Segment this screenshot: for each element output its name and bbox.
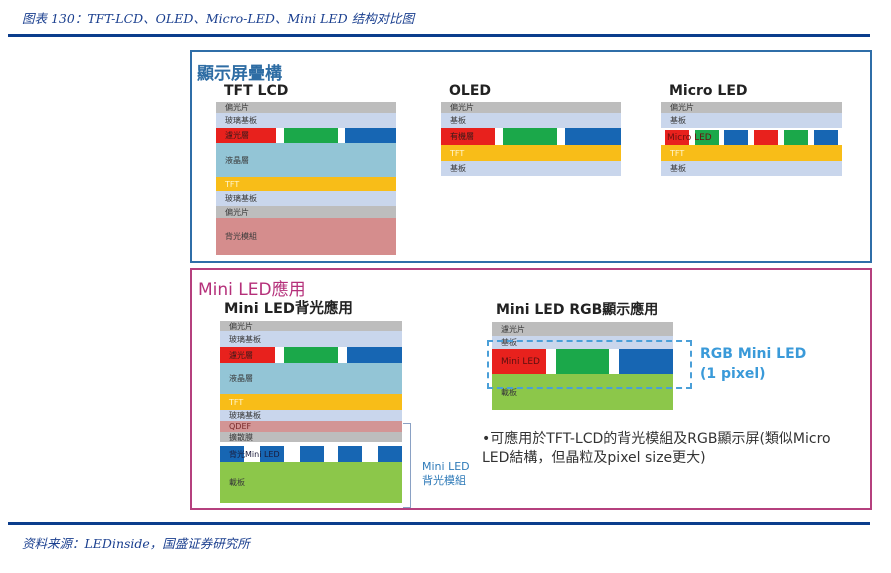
mini-led-backlight-title: Mini LED背光應用: [224, 301, 353, 317]
layer-qdef: QDEF: [220, 421, 402, 432]
layer-backlight-module: 背光模組: [216, 218, 396, 255]
layer-liquid-crystal: 液晶層: [216, 143, 396, 177]
red-subpixel: [441, 128, 495, 145]
tft-lcd-title: TFT LCD: [224, 83, 289, 99]
rgb-mini-led-label: Mini LED: [501, 356, 540, 367]
layer-liquid-crystal: 液晶層: [220, 363, 402, 394]
layer-glass-substrate: 玻璃基板: [216, 113, 396, 128]
micro-led-blue: [814, 130, 838, 145]
mini-led-chip: [378, 446, 402, 462]
layer-organic: 有機層: [441, 128, 621, 145]
layer-color-filter: 濾光層: [220, 347, 402, 363]
mini-led-chip: [300, 446, 324, 462]
red-filter: [220, 347, 275, 363]
backlight-module-label: Mini LED 背光模組: [422, 460, 470, 488]
layer-polarizer: 偏光片: [661, 102, 842, 113]
bracket-label-line2: 背光模組: [422, 474, 466, 487]
backlight-module-bracket: [403, 423, 411, 508]
layer-carrier-board: 載板: [492, 374, 673, 410]
figure-title: 图表 130：TFT-LCD、OLED、Micro-LED、Mini LED 结…: [22, 11, 415, 26]
rgb-mini-led-callout: RGB Mini LED (1 pixel): [700, 344, 806, 384]
layer-substrate: 基板: [661, 161, 842, 176]
panel-heading: 顯示屏疊構: [197, 64, 282, 84]
layer-glass-substrate: 玻璃基板: [220, 410, 402, 421]
oled-stack: 偏光片 基板 有機層 TFT 基板: [441, 102, 621, 176]
layer-glass-substrate: 玻璃基板: [220, 331, 402, 347]
mini-led-green: [556, 349, 609, 374]
callout-line2: (1 pixel): [700, 366, 766, 382]
micro-led-red: [665, 130, 689, 145]
mini-led-chip: [260, 446, 284, 462]
layer-substrate: 基板: [441, 161, 621, 176]
layer-polarizer: 偏光片: [216, 206, 396, 218]
top-divider: [8, 34, 870, 37]
mini-led-chip: [338, 446, 362, 462]
micro-led-title: Micro LED: [669, 83, 748, 99]
green-subpixel: [503, 128, 557, 145]
layer-color-filter: 濾光層: [216, 128, 396, 143]
micro-led-blue: [724, 130, 748, 145]
micro-led-green: [695, 130, 719, 145]
layer-micro-led: Micro LED: [661, 130, 842, 145]
green-filter: [284, 347, 338, 363]
mini-led-chip: [220, 446, 244, 462]
layer-carrier-board: 載板: [220, 462, 402, 503]
micro-led-red: [754, 130, 778, 145]
layer-polarizer: 偏光片: [220, 321, 402, 331]
micro-led-green: [784, 130, 808, 145]
panel-heading: Mini LED應用: [198, 280, 306, 300]
oled-title: OLED: [449, 83, 492, 99]
layer-tft: TFT: [441, 145, 621, 161]
bracket-label-line1: Mini LED: [422, 460, 470, 473]
micro-led-label: Micro LED: [667, 132, 712, 143]
blue-subpixel: [565, 128, 621, 145]
layer-polarizer: 偏光片: [216, 102, 396, 113]
layer-polarizer: 偏光片: [441, 102, 621, 113]
red-filter: [216, 128, 276, 143]
one-pixel-dashed-outline: [487, 340, 692, 389]
backlight-mini-led-label: 背光Mini LED: [229, 449, 280, 459]
layer-tft: TFT: [661, 145, 842, 161]
callout-line1: RGB Mini LED: [700, 346, 807, 362]
mini-led-rgb-title: Mini LED RGB顯示應用: [496, 302, 659, 318]
layer-backlight-mini-led: 背光Mini LED: [220, 446, 402, 462]
color-filter-label: 濾光層: [229, 350, 253, 360]
mini-led-backlight-stack: 偏光片 玻璃基板 濾光層 液晶層 TFT 玻璃基板 QDEF 擴散膜 背光Min…: [220, 321, 402, 503]
display-stack-panel: 顯示屏疊構 TFT LCD 偏光片 玻璃基板 濾光層 液晶層 TFT 玻璃基板 …: [190, 50, 872, 263]
layer-substrate: 基板: [661, 113, 842, 128]
figure-source: 资料来源：LEDinside，国盛证券研究所: [22, 536, 250, 551]
green-filter: [284, 128, 338, 143]
color-filter-label: 濾光層: [225, 131, 249, 140]
layer-color-filter-sheet: 濾光片: [492, 322, 673, 336]
blue-filter: [345, 128, 396, 143]
layer-diffuser-film: 擴散膜: [220, 432, 402, 442]
bottom-divider: [8, 522, 870, 525]
micro-led-stack: 偏光片 基板 Micro LED TFT 基板: [661, 102, 842, 176]
layer-glass-substrate: 玻璃基板: [216, 191, 396, 206]
layer-rgb-mini-led: Mini LED: [492, 349, 673, 374]
layer-tft: TFT: [216, 177, 396, 191]
application-note: •可應用於TFT-LCD的背光模組及RGB顯示屏(類似Micro LED結構，但…: [482, 431, 831, 466]
mini-led-rgb-stack: 濾光片 基板 Mini LED 載板: [492, 322, 673, 410]
layer-substrate: 基板: [441, 113, 621, 128]
layer-substrate: 基板: [492, 336, 673, 349]
organic-layer-label: 有機層: [450, 132, 474, 141]
mini-led-red: [492, 349, 546, 374]
blue-filter: [347, 347, 402, 363]
mini-led-application-panel: Mini LED應用 Mini LED背光應用 偏光片 玻璃基板 濾光層 液晶層…: [190, 268, 872, 510]
mini-led-blue: [619, 349, 673, 374]
tft-lcd-stack: 偏光片 玻璃基板 濾光層 液晶層 TFT 玻璃基板 偏光片 背光模組: [216, 102, 396, 255]
layer-tft: TFT: [220, 394, 402, 410]
